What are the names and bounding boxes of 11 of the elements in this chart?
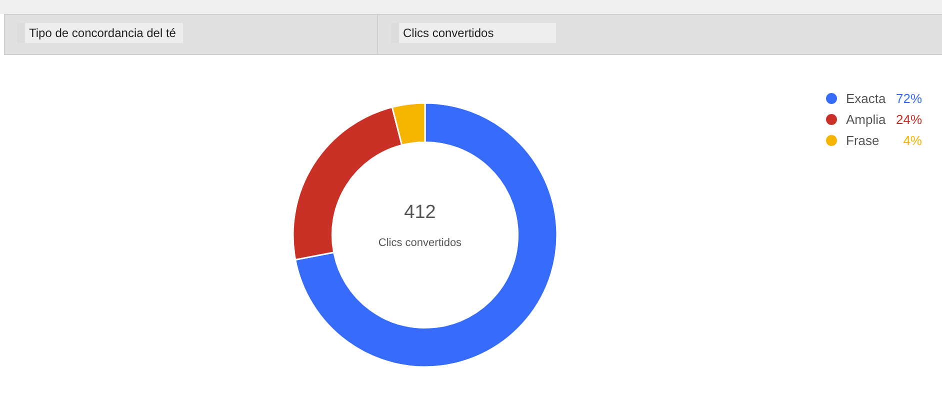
legend-label: Frase <box>846 133 880 148</box>
data-label: 72% <box>896 91 922 106</box>
text: Clics convertidos <box>377 237 463 249</box>
metric-field: Clics convertidos <box>391 23 556 43</box>
data-label: 4% <box>902 133 922 148</box>
dimension-field: Tipo de concordancia del té <box>17 23 183 43</box>
legend-label: Amplia <box>846 112 887 127</box>
legend-label: Exacta <box>846 91 887 106</box>
donut-slice <box>294 102 558 368</box>
text: 412 <box>403 202 437 224</box>
data-label: 24% <box>896 112 922 127</box>
